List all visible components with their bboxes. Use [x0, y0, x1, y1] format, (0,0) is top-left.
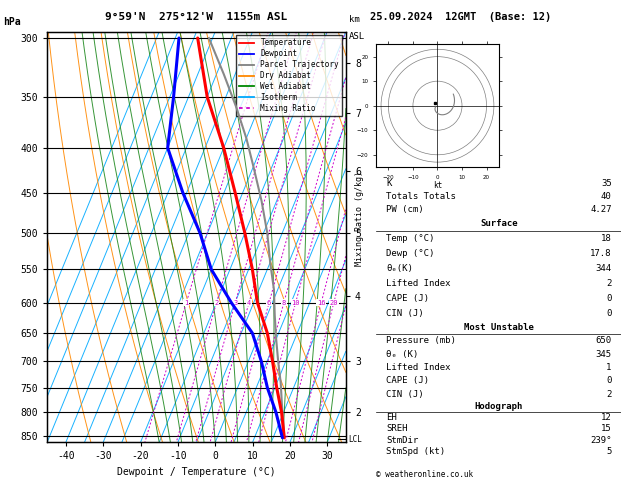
Text: 40: 40 — [601, 192, 611, 201]
Text: 16: 16 — [317, 299, 325, 306]
Text: SREH: SREH — [386, 424, 408, 434]
Text: 17.8: 17.8 — [590, 249, 611, 258]
Text: ASL: ASL — [349, 32, 365, 41]
Text: 239°: 239° — [590, 435, 611, 445]
Text: 650: 650 — [596, 336, 611, 346]
Text: hPa: hPa — [3, 17, 21, 27]
Text: 345: 345 — [596, 349, 611, 359]
Text: 4: 4 — [247, 299, 251, 306]
Text: 1: 1 — [606, 363, 611, 372]
X-axis label: Dewpoint / Temperature (°C): Dewpoint / Temperature (°C) — [117, 467, 276, 477]
Text: Surface: Surface — [480, 219, 518, 228]
Text: 4.27: 4.27 — [590, 205, 611, 214]
Text: © weatheronline.co.uk: © weatheronline.co.uk — [376, 469, 473, 479]
Text: CAPE (J): CAPE (J) — [386, 376, 429, 385]
Text: 8: 8 — [282, 299, 286, 306]
Text: CIN (J): CIN (J) — [386, 309, 423, 318]
Text: CAPE (J): CAPE (J) — [386, 294, 429, 303]
Text: 0: 0 — [606, 294, 611, 303]
Text: 3: 3 — [233, 299, 237, 306]
Text: Pressure (mb): Pressure (mb) — [386, 336, 456, 346]
Text: 2: 2 — [606, 390, 611, 399]
Text: StmDir: StmDir — [386, 435, 418, 445]
Text: θₑ(K): θₑ(K) — [386, 264, 413, 273]
Text: 25.09.2024  12GMT  (Base: 12): 25.09.2024 12GMT (Base: 12) — [370, 12, 551, 22]
Text: Dewp (°C): Dewp (°C) — [386, 249, 435, 258]
Text: 18: 18 — [601, 234, 611, 243]
Legend: Temperature, Dewpoint, Parcel Trajectory, Dry Adiabat, Wet Adiabat, Isotherm, Mi: Temperature, Dewpoint, Parcel Trajectory… — [236, 35, 342, 116]
Text: Temp (°C): Temp (°C) — [386, 234, 435, 243]
Text: LCL: LCL — [348, 434, 362, 444]
Text: 20: 20 — [330, 299, 338, 306]
Text: PW (cm): PW (cm) — [386, 205, 423, 214]
Text: Lifted Index: Lifted Index — [386, 279, 450, 288]
Text: 0: 0 — [606, 309, 611, 318]
Text: Totals Totals: Totals Totals — [386, 192, 456, 201]
Text: 2: 2 — [214, 299, 219, 306]
Text: CIN (J): CIN (J) — [386, 390, 423, 399]
Text: Mixing Ratio (g/kg): Mixing Ratio (g/kg) — [355, 171, 364, 266]
Text: 6: 6 — [267, 299, 271, 306]
Text: 15: 15 — [601, 424, 611, 434]
Text: 9°59'N  275°12'W  1155m ASL: 9°59'N 275°12'W 1155m ASL — [106, 12, 287, 22]
Text: 5: 5 — [606, 447, 611, 456]
Text: EH: EH — [386, 413, 397, 422]
X-axis label: kt: kt — [433, 181, 442, 190]
Text: 1: 1 — [184, 299, 189, 306]
Text: Lifted Index: Lifted Index — [386, 363, 450, 372]
Text: 2: 2 — [606, 279, 611, 288]
Text: StmSpd (kt): StmSpd (kt) — [386, 447, 445, 456]
Text: Most Unstable: Most Unstable — [464, 323, 534, 332]
Text: 0: 0 — [606, 376, 611, 385]
Text: 12: 12 — [601, 413, 611, 422]
Text: 35: 35 — [601, 179, 611, 189]
Text: 10: 10 — [291, 299, 300, 306]
Text: K: K — [386, 179, 391, 189]
Text: km: km — [349, 15, 360, 24]
Text: 344: 344 — [596, 264, 611, 273]
Text: θₑ (K): θₑ (K) — [386, 349, 418, 359]
Text: Hodograph: Hodograph — [475, 402, 523, 411]
